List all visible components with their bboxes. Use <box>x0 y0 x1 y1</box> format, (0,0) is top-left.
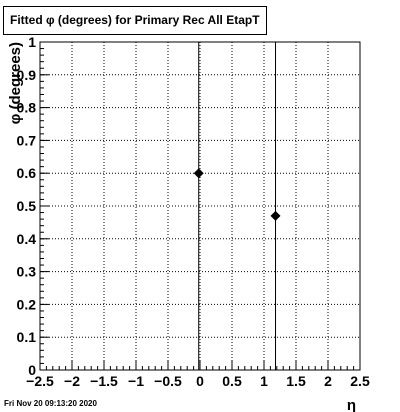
y-tick-label: 0.9 <box>17 67 37 83</box>
x-tick-label: −1 <box>128 373 144 389</box>
x-tick-label: 0.5 <box>222 373 242 389</box>
y-tick-label: 0.3 <box>17 264 37 280</box>
x-tick-label: −2 <box>64 373 80 389</box>
y-axis-label: φ (degrees) <box>7 42 24 124</box>
y-tick-label: 0.1 <box>17 329 37 345</box>
y-tick-label: 1 <box>28 34 36 50</box>
data-markers <box>193 168 281 221</box>
error-bars <box>198 42 277 370</box>
grid-lines <box>40 42 360 370</box>
axis-ticks <box>39 41 361 371</box>
chart-title: Fitted φ (degrees) for Primary Rec All E… <box>3 6 267 35</box>
data-point <box>270 210 281 221</box>
x-tick-label: 2 <box>324 373 332 389</box>
x-tick-labels: −2.5 −2 −1.5 −1 −0.5 0 0.5 1 1.5 2 2.5 <box>26 373 370 389</box>
y-tick-label: 0.8 <box>17 100 37 116</box>
x-tick-label: −2.5 <box>26 373 54 389</box>
x-tick-label: −1.5 <box>90 373 118 389</box>
x-tick-label: 2.5 <box>350 373 370 389</box>
x-tick-label: 1 <box>260 373 268 389</box>
y-tick-labels: 0 0.1 0.2 0.3 0.4 0.5 0.6 0.7 0.8 0.9 1 <box>17 34 37 378</box>
x-tick-label: 0 <box>196 373 204 389</box>
y-tick-label: 0.7 <box>17 132 37 148</box>
y-tick-label: 0.5 <box>17 198 37 214</box>
y-tick-label: 0.6 <box>17 165 37 181</box>
footer-date: Fri Nov 20 09:13:20 2020 <box>4 399 97 408</box>
x-axis-label: η <box>347 397 356 412</box>
x-tick-label: −0.5 <box>154 373 182 389</box>
y-tick-label: 0.4 <box>17 231 37 247</box>
y-tick-label: 0 <box>28 362 36 378</box>
x-tick-label: 1.5 <box>286 373 306 389</box>
data-point <box>193 168 204 179</box>
y-tick-label: 0.2 <box>17 296 37 312</box>
